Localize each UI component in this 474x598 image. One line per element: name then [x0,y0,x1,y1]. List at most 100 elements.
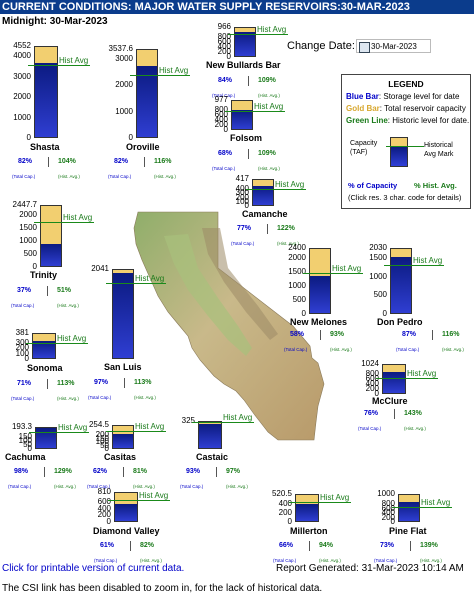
reservoir-name[interactable]: McClure [372,396,408,406]
hist-avg-caption: (Hist. Avg.) [154,174,176,179]
historical-avg-label: Hist Avg [332,264,362,274]
reservoir-name[interactable]: Oroville [126,142,160,152]
reservoir-name[interactable]: Cachuma [5,452,46,462]
capacity-value: 254.5 [88,420,109,429]
axis-tick-label: 600 [217,37,231,46]
capacity-value: 2041 [91,264,109,273]
historical-avg-label: Hist Avg [139,490,169,500]
capacity-value: 2400 [288,243,306,252]
pct-separator [248,149,249,159]
capacity-value: 2447.7 [12,200,37,209]
storage-fill [41,243,61,266]
pct-hist-avg: 97% [226,468,241,475]
storage-bar[interactable] [114,492,138,522]
pct-hist-avg: 81% [133,468,148,475]
axis-tick-label: 300 [235,188,249,198]
storage-fill [36,428,56,448]
pct-capacity: 68% [218,150,233,157]
page-banner: CURRENT CONDITIONS: MAJOR WATER SUPPLY R… [0,0,474,14]
historical-avg-label: Hist Avg [257,24,287,34]
reservoir-name[interactable]: Don Pedro [377,317,423,327]
axis-tick-label: 0 [32,262,37,271]
axis-tick-label: 400 [235,184,249,193]
pct-separator [267,224,268,234]
capacity-value: 325 [181,416,195,425]
pct-separator [47,286,48,296]
total-cap-caption: (Total Cap.) [11,396,35,401]
storage-bar[interactable] [198,421,222,449]
storage-bar[interactable] [32,333,56,359]
axis-tick-label: 3000 [13,71,31,81]
axis-tick-label: 400 [217,42,231,51]
capacity-value: 1024 [361,359,379,368]
pct-hist-avg: 82% [140,542,155,549]
legend-note: (Click res. 3 char. code for details) [348,193,462,202]
storage-bar[interactable] [231,100,253,130]
reservoir-name[interactable]: New Bullards Bar [206,60,281,70]
axis-tick-label: 600 [97,497,111,506]
historical-avg-line [246,188,306,190]
pct-separator [124,378,125,388]
storage-bar[interactable] [136,49,158,138]
reservoir-name[interactable]: Castaic [196,452,229,462]
reservoir-name[interactable]: Casitas [104,452,137,462]
axis-tick-label: 400 [381,508,395,517]
calendar-icon[interactable] [359,42,370,53]
historical-avg-line [106,430,166,432]
pct-hist-avg: 113% [57,380,75,387]
storage-fill [391,257,411,313]
reservoir-name[interactable]: Trinity [30,270,58,280]
axis-tick-label: 1000 [115,106,133,116]
pct-separator [248,76,249,86]
pct-capacity: 84% [218,77,233,84]
legend-sample-bar [390,137,408,167]
storage-fill [383,371,405,393]
historical-avg-line [26,342,88,344]
axis-tick-label: 0 [226,52,231,61]
pct-hist-avg: 94% [319,542,334,549]
storage-bar[interactable] [40,205,62,267]
storage-bar[interactable] [295,494,319,522]
axis-tick-label: 3000 [115,54,133,63]
storage-fill [310,275,330,313]
legend-sample-gold [391,138,407,147]
reservoir-name[interactable]: Pine Flat [389,526,427,536]
storage-bar[interactable] [112,425,134,449]
capacity-value: 977 [214,95,228,104]
axis-tick-label: 200 [217,47,231,56]
reservoir-name[interactable]: Millerton [290,526,328,536]
storage-fill [115,503,137,521]
pct-capacity: 82% [114,158,129,165]
legend-pct-hist: % Hist. Avg. [414,181,457,190]
reservoir-name[interactable]: New Melones [290,317,348,327]
reservoir-name[interactable]: Folsom [230,133,263,143]
reservoir-name[interactable]: Sonoma [27,363,63,373]
storage-bar[interactable] [309,248,331,314]
printable-version-link[interactable]: Click for printable version of current d… [2,563,185,574]
storage-bar[interactable] [234,27,256,57]
storage-fill [253,185,273,205]
hist-avg-caption: (Hist. Avg.) [133,484,155,489]
storage-bar[interactable] [390,248,412,314]
reservoir-name[interactable]: Shasta [30,142,60,152]
pct-capacity: 71% [17,380,32,387]
storage-fill [232,109,252,129]
axis-tick-label: 2000 [115,80,133,90]
storage-fill [35,63,57,137]
axis-tick-label: 200 [214,120,228,129]
reservoir-name[interactable]: Camanche [242,209,288,219]
axis-tick-label: 50 [23,440,32,449]
storage-bar[interactable] [112,269,134,359]
storage-bar[interactable] [252,179,274,206]
historical-avg-label: Hist Avg [59,56,89,66]
pct-capacity: 58% [290,331,305,338]
date-picker[interactable]: 30-Mar-2023 [356,39,431,53]
reservoir-name[interactable]: Diamond Valley [93,526,160,536]
pct-capacity: 73% [380,542,395,549]
axis-tick-label: 400 [365,379,379,388]
axis-tick-label: 500 [23,249,37,258]
storage-fill [113,272,133,358]
storage-bar[interactable] [35,427,57,449]
reservoir-name[interactable]: San Luis [104,362,142,372]
storage-bar[interactable] [34,46,58,138]
